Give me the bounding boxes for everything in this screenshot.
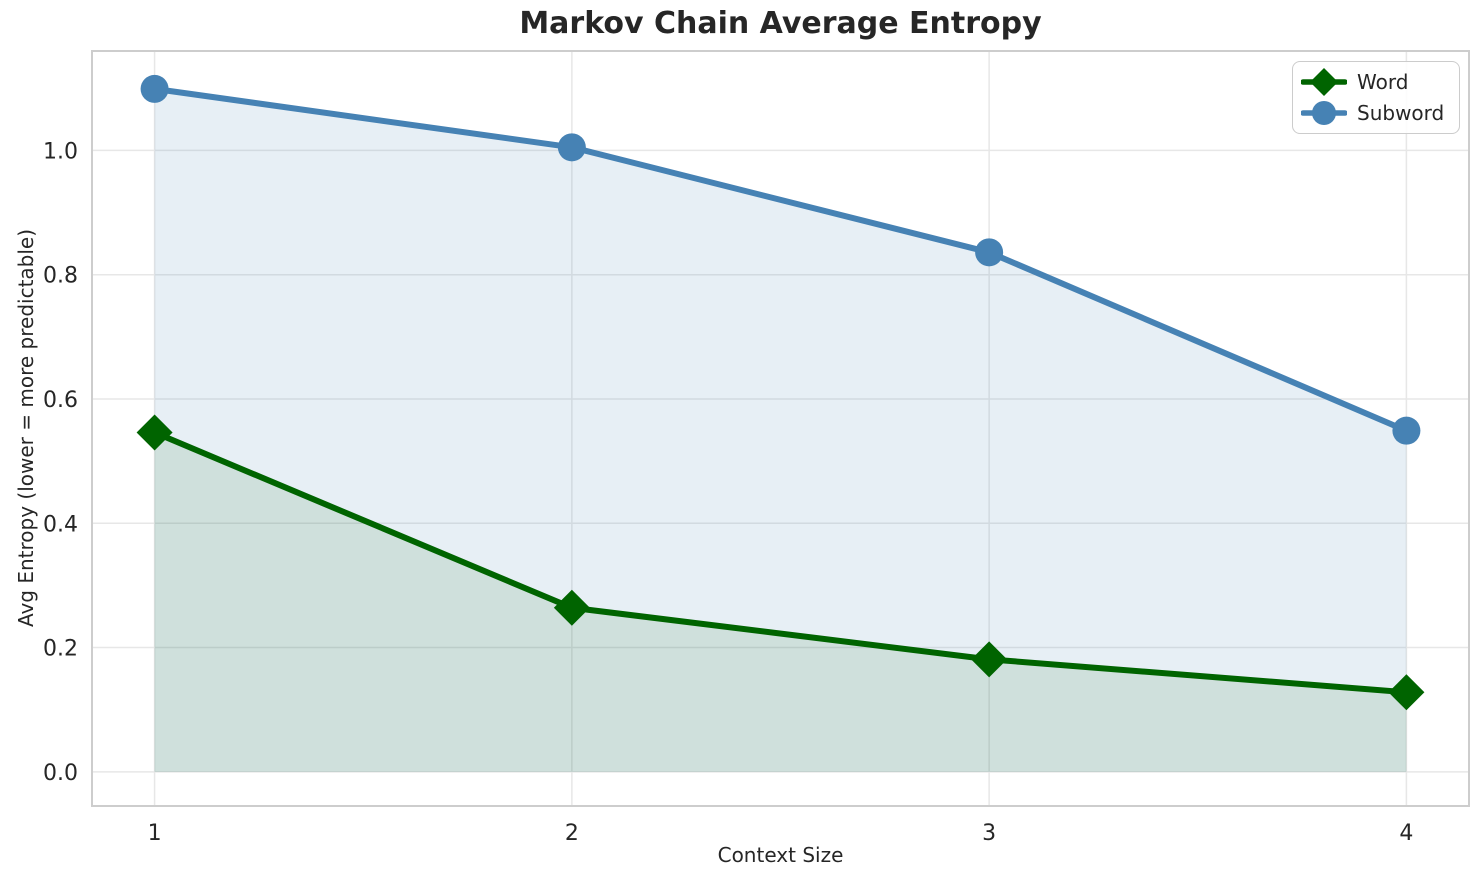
- y-tick-labels: 0.0 0.2 0.4 0.6 0.8 1.0: [43, 139, 78, 785]
- svg-text:0.0: 0.0: [43, 761, 78, 786]
- data-point-word-x2: [553, 589, 590, 626]
- data-point-word-x3: [971, 641, 1008, 678]
- svg-text:2: 2: [565, 821, 579, 846]
- data-point-subword-x1: [140, 74, 169, 103]
- svg-text:4: 4: [1399, 821, 1413, 846]
- markers-word: [136, 414, 1425, 711]
- legend: Word Subword: [1292, 61, 1460, 134]
- data-point-subword-x2: [557, 133, 586, 162]
- legend-item-subword: Subword: [1301, 97, 1451, 128]
- svg-text:1: 1: [148, 821, 162, 846]
- word-diamond-marker-icon: [1301, 67, 1347, 96]
- data-point-word-x4: [1388, 674, 1425, 711]
- subword-circle-marker-icon: [1301, 100, 1347, 125]
- svg-text:1.0: 1.0: [43, 139, 78, 164]
- legend-label-word: Word: [1357, 69, 1409, 94]
- plot-border: [91, 50, 1470, 807]
- data-point-subword-x4: [1392, 416, 1421, 445]
- svg-text:0.6: 0.6: [43, 388, 78, 413]
- svg-text:0.4: 0.4: [43, 512, 78, 537]
- markers-subword: [140, 74, 1421, 445]
- area-fill-word: [154, 432, 1407, 772]
- line-word: [151, 429, 1410, 696]
- svg-text:3: 3: [982, 821, 996, 846]
- svg-text:0.2: 0.2: [43, 637, 78, 662]
- data-point-subword-x3: [975, 238, 1004, 267]
- legend-label-subword: Subword: [1357, 100, 1445, 125]
- chart-title: Markov Chain Average Entropy: [519, 6, 1042, 41]
- area-fill-subword: [154, 88, 1407, 772]
- legend-item-word: Word: [1301, 66, 1451, 97]
- x-tick-labels: 1 2 3 4: [148, 821, 1414, 846]
- line-subword: [151, 85, 1410, 434]
- svg-text:0.8: 0.8: [43, 264, 78, 289]
- data-point-word-x1: [136, 414, 173, 451]
- x-axis-label: Context Size: [717, 843, 844, 867]
